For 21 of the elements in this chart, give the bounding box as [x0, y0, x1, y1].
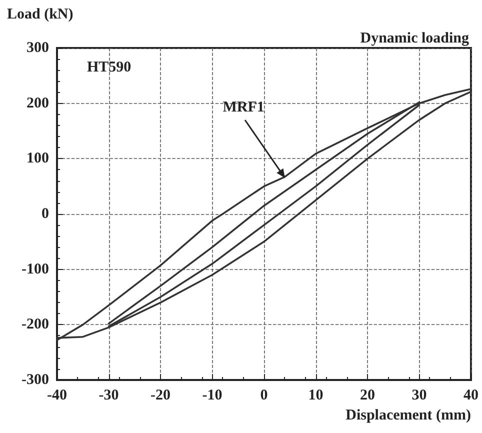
- y-tick-label: 200: [26, 95, 49, 112]
- y-axis-title: Load (kN): [7, 6, 74, 22]
- y-tick-label: -300: [22, 372, 49, 388]
- x-tick-label: 10: [308, 388, 324, 404]
- x-tick-label: -40: [47, 388, 67, 404]
- x-tick-label: -30: [98, 388, 119, 404]
- x-tick-label: 40: [464, 388, 478, 404]
- annotation: MRF1: [222, 100, 264, 116]
- annotation: HT590: [87, 60, 132, 76]
- chart-title: Dynamic loading: [360, 30, 470, 46]
- y-tick-label: 100: [26, 150, 49, 167]
- x-tick-label: 20: [360, 388, 375, 404]
- y-tick-label: 300: [26, 40, 49, 56]
- x-axis-title: Displacement (mm): [346, 408, 471, 424]
- x-tick-label: -10: [202, 388, 222, 404]
- y-tick-label: 0: [42, 206, 49, 222]
- y-tick-label: -200: [22, 316, 49, 333]
- y-tick-label: -100: [22, 261, 49, 278]
- x-tick-label: 30: [412, 388, 427, 404]
- x-tick-label: -20: [150, 388, 170, 404]
- x-tick-label: 0: [260, 388, 268, 404]
